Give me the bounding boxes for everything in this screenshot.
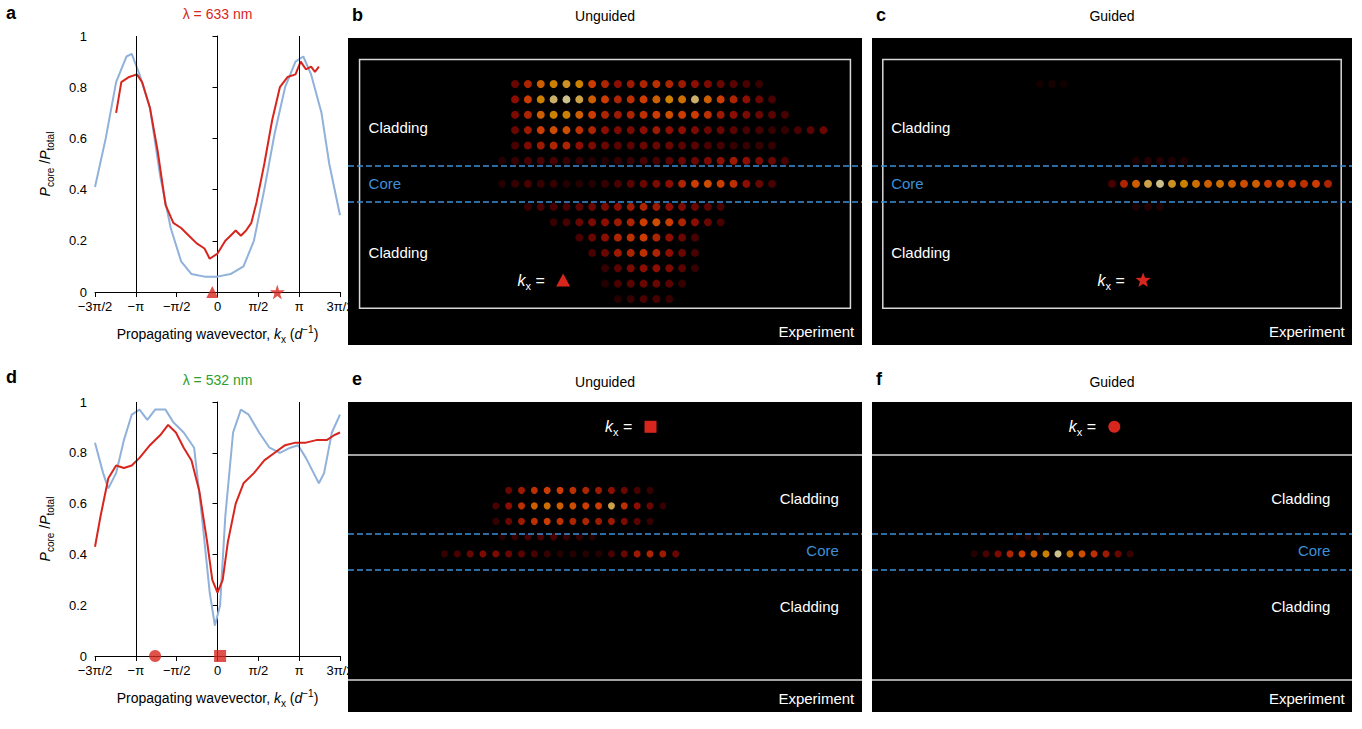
svg-text:π/2: π/2: [248, 663, 268, 678]
svg-text:c: c: [876, 5, 886, 25]
svg-text:f: f: [876, 369, 883, 389]
svg-text:Cladding: Cladding: [1271, 598, 1330, 615]
svg-text:Cladding: Cladding: [1271, 490, 1330, 507]
svg-text:total: total: [45, 132, 56, 151]
svg-text:Core: Core: [369, 175, 402, 192]
html-text:kx: kx: [1097, 272, 1112, 292]
svg-text:Experiment: Experiment: [1269, 690, 1346, 707]
svg-text:0: 0: [214, 299, 221, 314]
svg-text:core: core: [45, 167, 56, 187]
svg-text:Cladding: Cladding: [369, 244, 428, 261]
svg-text:3π/2: 3π/2: [326, 663, 353, 678]
svg-text:−3π/2: −3π/2: [78, 663, 113, 678]
svg-text:=: =: [531, 272, 545, 289]
svg-text:=: =: [1111, 272, 1125, 289]
svg-text:b: b: [352, 5, 363, 25]
svg-text:3π/2: 3π/2: [326, 299, 353, 314]
svg-text:0: 0: [214, 663, 221, 678]
svg-text:Unguided: Unguided: [575, 8, 635, 24]
svg-text:π: π: [295, 299, 304, 314]
svg-text:−1: −1: [302, 688, 314, 699]
svg-text:Experiment: Experiment: [778, 690, 855, 707]
svg-text:0.4: 0.4: [69, 182, 87, 197]
svg-text:=: =: [619, 418, 633, 435]
svg-text:Experiment: Experiment: [1269, 323, 1346, 340]
svg-text:P: P: [37, 187, 53, 197]
svg-text:=: =: [1082, 418, 1096, 435]
svg-text:a: a: [6, 3, 17, 23]
svg-text:total: total: [45, 497, 56, 516]
svg-text:Experiment: Experiment: [778, 323, 855, 340]
html-text:kx: kx: [1068, 418, 1083, 439]
svg-text:−π: −π: [128, 663, 145, 678]
svg-text:0.6: 0.6: [69, 131, 87, 146]
svg-text:0.8: 0.8: [69, 80, 87, 95]
svg-text:π: π: [295, 663, 304, 678]
svg-text:core: core: [45, 532, 56, 552]
svg-text:Cladding: Cladding: [780, 490, 839, 507]
svg-text:−π/2: −π/2: [163, 663, 190, 678]
svg-text:1: 1: [80, 29, 87, 44]
svg-text:−π: −π: [128, 299, 145, 314]
svg-text:−3π/2: −3π/2: [78, 299, 113, 314]
svg-text:1: 1: [80, 395, 87, 410]
html-text:kx: kx: [517, 272, 532, 292]
svg-text:−1: −1: [302, 324, 314, 335]
svg-text:Guided: Guided: [1089, 374, 1134, 390]
svg-text:0.2: 0.2: [69, 598, 87, 613]
svg-text:0.2: 0.2: [69, 233, 87, 248]
svg-text:d: d: [6, 367, 17, 387]
svg-text:Propagating wavevector,: Propagating wavevector,: [117, 326, 274, 342]
svg-text:e: e: [352, 369, 362, 389]
html-text:kx(d: kx(d: [273, 326, 303, 345]
svg-text:0.6: 0.6: [69, 496, 87, 511]
svg-text:Cladding: Cladding: [369, 119, 428, 136]
svg-text:Core: Core: [891, 175, 924, 192]
svg-text:0.4: 0.4: [69, 547, 87, 562]
svg-text:/: /: [37, 525, 53, 533]
svg-text:): ): [314, 326, 319, 342]
svg-text:P: P: [37, 515, 53, 525]
svg-text:Unguided: Unguided: [575, 374, 635, 390]
svg-text:λ = 633 nm: λ = 633 nm: [183, 6, 253, 22]
html-text:kx: kx: [605, 418, 619, 439]
svg-text:Cladding: Cladding: [891, 119, 950, 136]
svg-text:0: 0: [80, 649, 87, 664]
svg-text:λ = 532 nm: λ = 532 nm: [183, 372, 253, 388]
svg-text:/: /: [37, 160, 53, 168]
svg-text:): ): [314, 690, 319, 706]
svg-text:0.8: 0.8: [69, 445, 87, 460]
svg-text:π/2: π/2: [248, 299, 268, 314]
svg-text:0: 0: [80, 285, 87, 300]
svg-text:P: P: [37, 552, 53, 562]
svg-text:Propagating wavevector,: Propagating wavevector,: [117, 690, 274, 706]
svg-text:P: P: [37, 150, 53, 160]
svg-text:Cladding: Cladding: [780, 598, 839, 615]
svg-text:Core: Core: [806, 542, 839, 559]
svg-text:Guided: Guided: [1089, 8, 1134, 24]
html-text:kx(d: kx(d: [273, 690, 303, 709]
svg-text:Core: Core: [1298, 542, 1331, 559]
svg-text:−π/2: −π/2: [163, 299, 190, 314]
svg-text:Cladding: Cladding: [891, 244, 950, 261]
